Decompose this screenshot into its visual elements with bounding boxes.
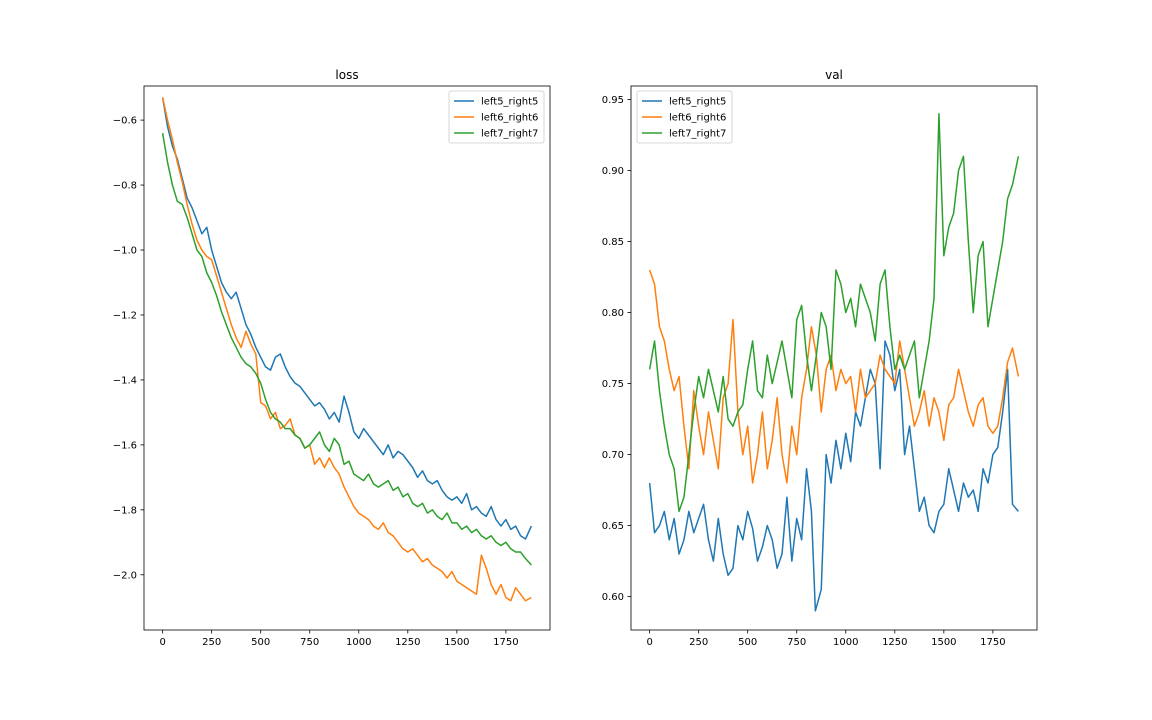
series-line-left6_right6 (161, 97, 532, 602)
series-group (161, 97, 533, 602)
chart-loss: loss 0 250 500 750 1000 1250 1500 1750 −2.0 −1.8 −1… (113, 68, 551, 648)
x-tick-label: 750 (300, 637, 319, 648)
x-tick-label: 250 (689, 637, 708, 648)
legend-label: left7_right7 (669, 129, 726, 140)
y-tick-label: −0.8 (113, 181, 137, 192)
x-tick-label: 500 (738, 637, 757, 648)
y-tick-label: 0.60 (602, 592, 624, 603)
axes-frame (143, 85, 551, 631)
y-tick-label: −1.4 (113, 375, 137, 386)
y-tick-label: −1.6 (113, 440, 137, 451)
y-tick-label: −1.0 (113, 246, 137, 257)
y-tick-label: 0.90 (602, 166, 624, 177)
y-tick-label: −0.6 (113, 116, 137, 127)
chart-title: loss (335, 68, 358, 82)
x-tick-label: 1000 (346, 637, 371, 648)
legend-label: left5_right5 (481, 97, 538, 108)
y-tick-label: 0.75 (602, 379, 624, 390)
chart-panels: loss 0 250 500 750 1000 1250 1500 1750 −2.0 −1.8 −1… (113, 68, 1038, 648)
legend-label: left7_right7 (481, 129, 538, 140)
y-tick-label: −1.8 (113, 505, 137, 516)
x-tick-label: 1250 (882, 637, 907, 648)
y-tick-label: 0.85 (602, 237, 624, 248)
legend-box (448, 90, 545, 144)
x-tick-label: 1500 (931, 637, 956, 648)
chart-val: val 0 250 500 750 1000 1250 1500 1750 0.60 0.65 0.7… (602, 68, 1038, 648)
y-tick-label: 0.65 (602, 521, 624, 532)
y-tick-label: 0.80 (602, 308, 624, 319)
x-tick-label: 0 (159, 637, 165, 648)
legend: left5_right5 left6_right6 left7_right7 (636, 90, 733, 144)
series-group (648, 112, 1020, 612)
legend-label: left6_right6 (669, 113, 726, 124)
y-tick-label: −1.2 (113, 310, 137, 321)
x-tick-label: 250 (202, 637, 221, 648)
y-tick-label: 0.70 (602, 450, 624, 461)
y-tick-label: 0.95 (602, 95, 624, 106)
y-tick-label: −2.0 (113, 570, 137, 581)
series-line-left7_right7 (161, 132, 532, 566)
series-line-left7_right7 (648, 112, 1020, 513)
chart-title: val (825, 68, 843, 82)
x-tick-label: 1750 (493, 637, 518, 648)
x-tick-label: 1500 (444, 637, 469, 648)
legend-label: left5_right5 (669, 97, 726, 108)
x-tick-label: 750 (787, 637, 806, 648)
x-tick-label: 1000 (833, 637, 858, 648)
legend: left5_right5 left6_right6 left7_right7 (448, 90, 545, 144)
axes-frame (630, 85, 1038, 631)
x-tick-label: 500 (251, 637, 270, 648)
series-line-left6_right6 (648, 269, 1020, 484)
legend-box (636, 90, 733, 144)
series-line-left5_right5 (161, 97, 533, 540)
x-tick-label: 0 (646, 637, 652, 648)
x-tick-label: 1250 (395, 637, 420, 648)
x-tick-label: 1750 (980, 637, 1005, 648)
series-line-left5_right5 (648, 340, 1019, 612)
legend-label: left6_right6 (481, 113, 538, 124)
